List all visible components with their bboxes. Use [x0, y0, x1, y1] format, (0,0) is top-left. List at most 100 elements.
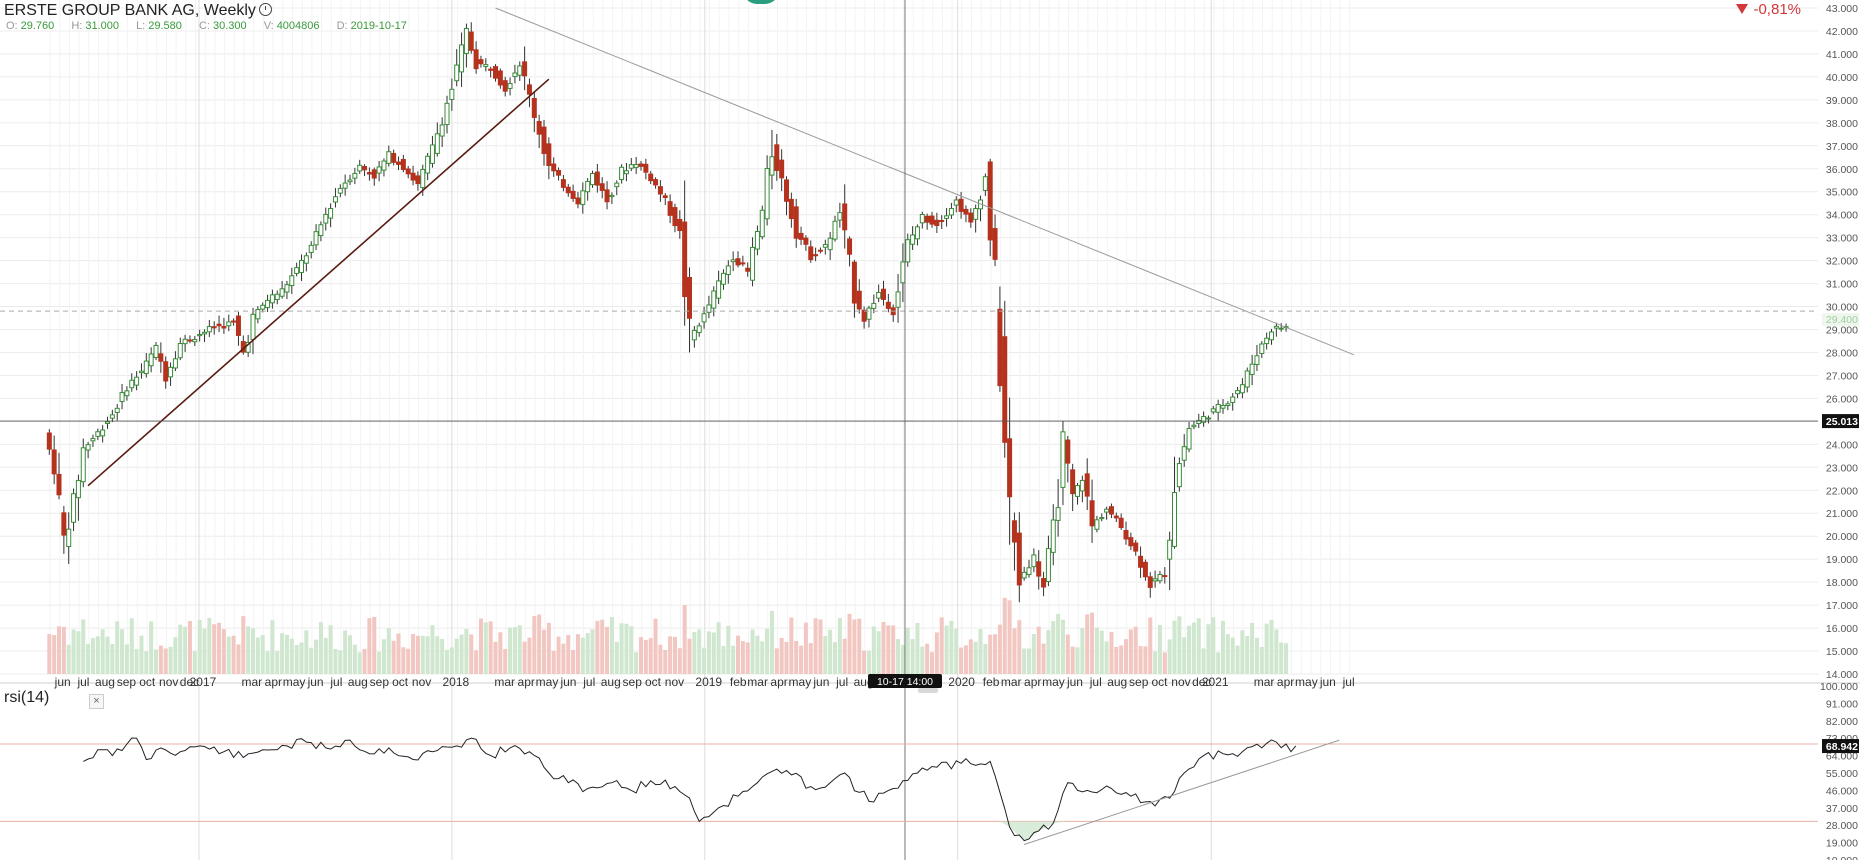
time-axis-label: jul	[582, 675, 595, 689]
volume-bar	[260, 635, 265, 674]
candle-body	[95, 431, 101, 437]
rsi-axis-label: 91.000	[1826, 698, 1858, 710]
candle-body	[468, 31, 474, 51]
volume-bar	[687, 638, 692, 674]
volume-bar	[1153, 651, 1158, 674]
volume-bar	[270, 620, 275, 674]
candle-body	[560, 179, 566, 188]
volume-bar	[1027, 648, 1032, 674]
candle-body	[1167, 539, 1173, 560]
volume-bar	[158, 645, 163, 674]
volume-bar	[959, 647, 964, 674]
ohlc-date-key: D:	[336, 20, 348, 32]
volume-bar	[454, 638, 459, 674]
volume-bar	[774, 648, 779, 674]
price-axis-label: 29.000	[1826, 325, 1858, 337]
candle-body	[1225, 403, 1231, 407]
volume-bar	[415, 635, 420, 674]
candle-body	[376, 166, 382, 174]
candle-body	[342, 182, 348, 189]
volume-bar	[1128, 629, 1133, 674]
volume-bar	[1080, 628, 1085, 674]
volume-bar	[600, 619, 605, 674]
volume-bar	[1017, 620, 1022, 674]
price-axis-label: 43.000	[1826, 3, 1858, 15]
candle-body	[1254, 355, 1260, 366]
candle-body	[691, 329, 697, 341]
candle-body	[973, 208, 979, 220]
volume-bar	[672, 636, 677, 674]
candle-body	[449, 88, 455, 100]
candle-body	[308, 244, 314, 253]
candle-body	[1186, 427, 1192, 450]
candle-body	[294, 267, 300, 274]
volume-bar	[110, 643, 115, 674]
volume-bar	[731, 645, 736, 674]
candle-body	[687, 276, 693, 319]
candle-body	[856, 290, 862, 310]
candle-body	[197, 334, 203, 337]
rsi-last-label: 68.942	[1826, 741, 1858, 753]
candle-body	[531, 97, 537, 118]
volume-bar	[221, 629, 226, 674]
candle-body	[478, 59, 484, 65]
volume-bar	[464, 628, 469, 674]
rsi-pane-title: rsi(14)	[4, 689, 50, 706]
candle-body	[1079, 479, 1085, 492]
volume-bar	[934, 632, 939, 674]
clock-icon[interactable]	[258, 3, 272, 16]
volume-bar	[925, 643, 930, 674]
candle-body	[1215, 403, 1221, 413]
price-axis-label: 32.000	[1826, 256, 1858, 268]
candle-body	[876, 291, 882, 299]
time-axis-label: 2021	[1202, 675, 1229, 689]
candle-body	[323, 213, 329, 224]
ohlc-low-value: 29.580	[148, 20, 182, 32]
candle-body	[71, 493, 77, 523]
volume-bar	[624, 623, 629, 674]
candle-body	[1011, 520, 1017, 543]
candle-body	[580, 190, 586, 205]
candle-body	[958, 198, 964, 212]
volume-bar	[1211, 617, 1216, 674]
volume-bar	[212, 624, 217, 674]
candle-body	[143, 360, 149, 375]
volume-bar	[813, 618, 818, 674]
volume-bar	[663, 649, 668, 674]
volume-bar	[1225, 634, 1230, 674]
close-icon[interactable]: ×	[89, 694, 104, 709]
volume-bar	[677, 648, 682, 674]
candle-body	[866, 307, 872, 320]
time-axis-label: aug	[1107, 675, 1127, 689]
rsi-axis-label: 37.000	[1826, 803, 1858, 815]
resistance-trendline	[495, 7, 1355, 356]
candle-body	[473, 49, 479, 70]
volume-bar	[318, 622, 323, 674]
price-axis-label: 28.000	[1826, 347, 1858, 359]
volume-bar	[915, 623, 920, 674]
candle-body	[914, 226, 920, 240]
volume-bar	[120, 629, 125, 674]
volume-bar	[803, 622, 808, 674]
rsi-axis-label: 46.000	[1826, 785, 1858, 797]
volume-bar	[154, 649, 159, 674]
candle-body	[1084, 473, 1090, 497]
volume-bar	[474, 650, 479, 674]
volume-bar	[411, 633, 416, 674]
logo-badge-icon	[743, 0, 779, 4]
rsi-axis-label: 82.000	[1826, 716, 1858, 728]
candle-body	[100, 429, 106, 437]
price-axis-label: 26.000	[1826, 393, 1858, 405]
candle-body	[1235, 390, 1241, 395]
time-axis-label: jul	[1089, 675, 1102, 689]
volume-bar	[702, 647, 707, 674]
candle-body	[507, 83, 513, 89]
volume-bar	[551, 650, 556, 674]
volume-bar	[891, 625, 896, 674]
volume-bar	[580, 637, 585, 674]
volume-bar	[532, 615, 537, 674]
candle-body	[575, 197, 581, 205]
time-axis-label: oct	[645, 675, 662, 689]
volume-bar	[1065, 634, 1070, 674]
time-axis-label: aug	[601, 675, 621, 689]
